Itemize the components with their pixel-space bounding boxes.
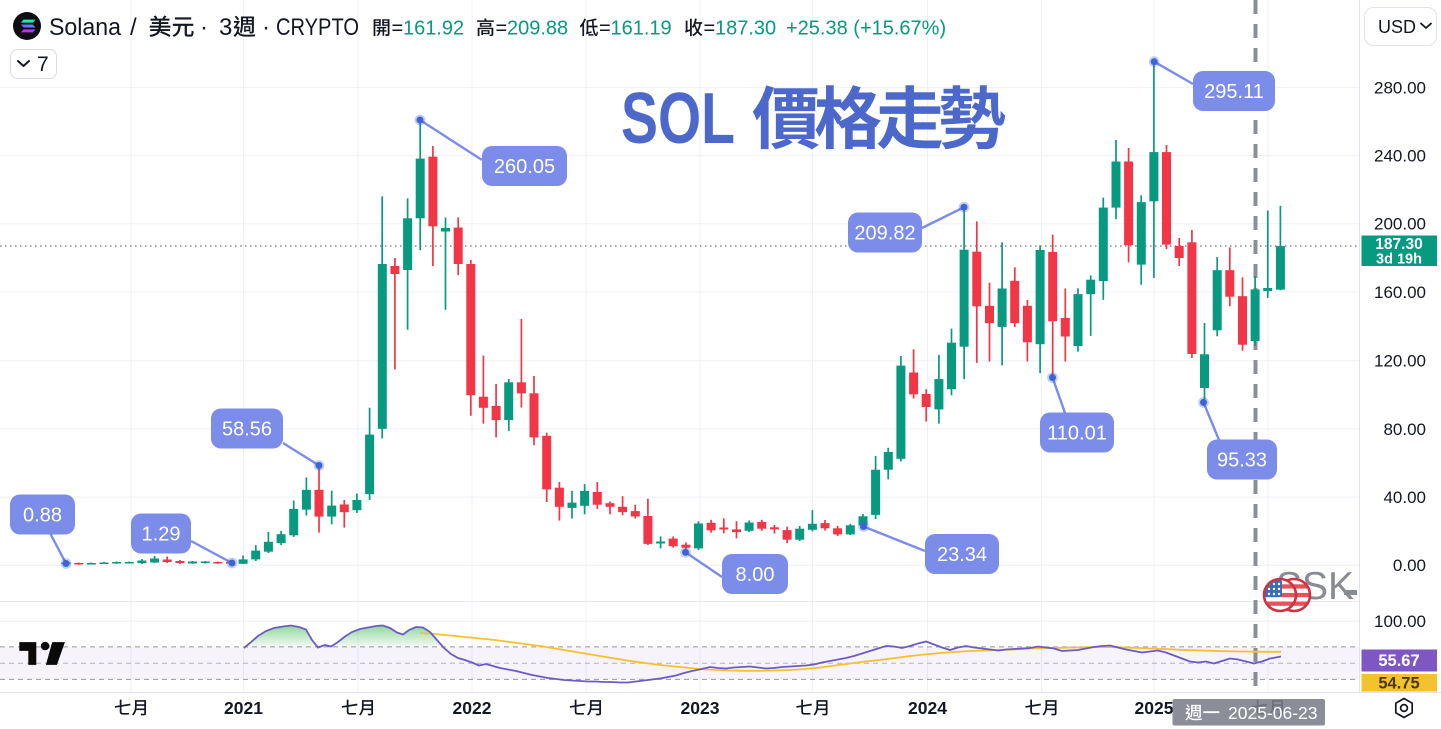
svg-text:0.00: 0.00 <box>1393 556 1426 575</box>
svg-text:40.00: 40.00 <box>1383 488 1426 507</box>
svg-text:SOL: SOL <box>621 79 735 159</box>
svg-text:110.01: 110.01 <box>1047 423 1107 445</box>
svg-text:/: / <box>130 14 137 41</box>
svg-text:161.19: 161.19 <box>611 18 672 40</box>
svg-text:USD: USD <box>1378 17 1416 37</box>
svg-text:161.92: 161.92 <box>403 18 464 40</box>
svg-text:295.11: 295.11 <box>1204 81 1264 103</box>
svg-text:2021: 2021 <box>224 698 263 718</box>
svg-text:2025-06-23: 2025-06-23 <box>1228 703 1318 723</box>
svg-text:8.00: 8.00 <box>736 564 775 586</box>
svg-text:209.88: 209.88 <box>507 18 568 40</box>
svg-text:3d 19h: 3d 19h <box>1376 252 1422 268</box>
svg-text:160.00: 160.00 <box>1374 283 1426 302</box>
svg-text:2023: 2023 <box>681 698 720 718</box>
svg-text:80.00: 80.00 <box>1383 420 1426 439</box>
svg-text:=: = <box>496 18 508 40</box>
svg-text:209.82: 209.82 <box>854 223 915 245</box>
svg-text:187.30: 187.30 <box>715 18 776 40</box>
svg-text:55.67: 55.67 <box>1378 652 1419 670</box>
svg-text:200.00: 200.00 <box>1374 215 1426 234</box>
svg-text:·: · <box>200 14 208 41</box>
svg-text:100.00: 100.00 <box>1374 612 1426 631</box>
svg-text:0.88: 0.88 <box>23 505 62 527</box>
svg-text:95.33: 95.33 <box>1217 450 1267 472</box>
svg-text:2022: 2022 <box>453 698 492 718</box>
svg-text:54.75: 54.75 <box>1378 675 1419 693</box>
svg-text:=: = <box>704 18 716 40</box>
svg-text:280.00: 280.00 <box>1374 78 1426 97</box>
svg-text:2024: 2024 <box>908 698 947 718</box>
svg-text:7: 7 <box>37 53 49 76</box>
svg-text:2025: 2025 <box>1135 698 1174 718</box>
svg-text:·: · <box>262 14 270 41</box>
svg-text:+25.38 (+15.67%): +25.38 (+15.67%) <box>786 18 946 40</box>
svg-text:240.00: 240.00 <box>1374 147 1426 166</box>
svg-text:187.30: 187.30 <box>1375 236 1422 253</box>
svg-text:23.34: 23.34 <box>937 544 987 566</box>
svg-text:=: = <box>392 18 404 40</box>
svg-text:=: = <box>599 18 611 40</box>
svg-text:120.00: 120.00 <box>1374 352 1426 371</box>
svg-text:260.05: 260.05 <box>494 156 555 178</box>
svg-text:Solana: Solana <box>49 14 122 41</box>
svg-text:1.29: 1.29 <box>142 524 181 546</box>
svg-text:58.56: 58.56 <box>222 419 272 441</box>
svg-text:3: 3 <box>219 14 232 41</box>
svg-text:CRYPTO: CRYPTO <box>276 14 359 41</box>
